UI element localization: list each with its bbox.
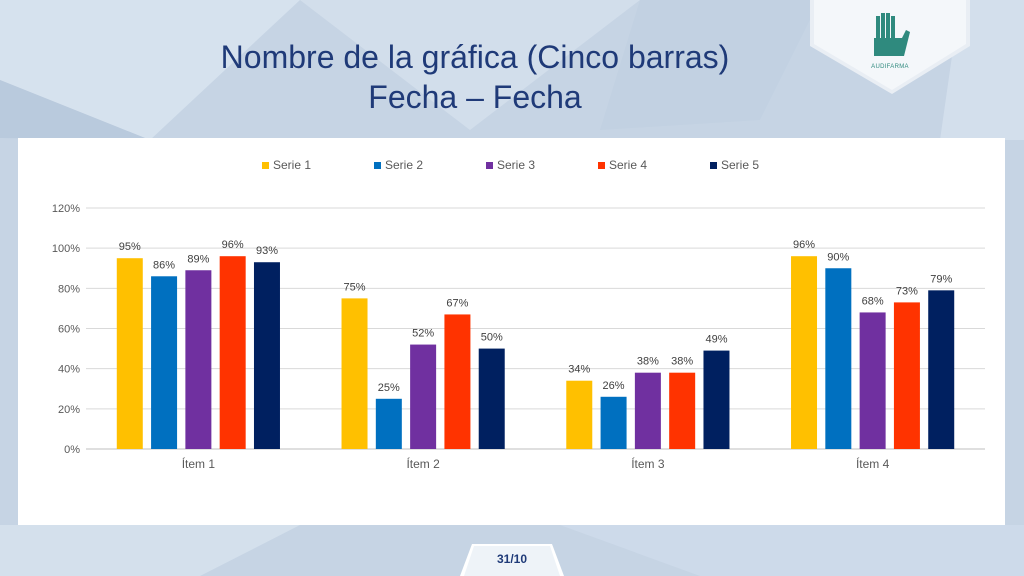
legend-label: Serie 2: [385, 158, 423, 172]
y-tick-label: 20%: [58, 404, 80, 416]
bar: [703, 350, 730, 449]
bar: [375, 398, 402, 449]
data-label: 68%: [862, 295, 884, 307]
data-label: 89%: [187, 253, 209, 265]
data-label: 49%: [705, 334, 727, 346]
bar: [791, 256, 818, 449]
slide-title: Nombre de la gráfica (Cinco barras): [220, 39, 730, 75]
legend-label: Serie 3: [497, 158, 535, 172]
bar: [253, 262, 280, 449]
bar: [634, 372, 661, 449]
legend-label: Serie 4: [609, 158, 647, 172]
data-label: 90%: [827, 251, 849, 263]
y-tick-label: 80%: [58, 283, 80, 295]
bar: [341, 298, 368, 449]
bar: [185, 270, 212, 449]
bar: [151, 276, 178, 449]
bar: [566, 380, 593, 449]
data-label: 96%: [793, 239, 815, 251]
data-label: 86%: [153, 259, 175, 271]
bar: [600, 396, 627, 449]
data-label: 73%: [896, 285, 918, 297]
x-tick-label: Ítem 1: [182, 456, 216, 471]
chart-panel: 0% 20% 40% 60% 80% 100% 120% Serie 1 Serie 2 Seri…: [18, 138, 1005, 525]
data-label: 95%: [119, 241, 141, 253]
legend-swatch: [598, 162, 605, 169]
hand-emblem-icon: [874, 13, 910, 56]
y-tick-label: 0%: [64, 444, 80, 456]
audifarma-logo: [810, 0, 970, 94]
bar: [669, 372, 696, 449]
bar: [410, 344, 437, 449]
data-label: 75%: [344, 281, 366, 293]
bar: [859, 312, 886, 449]
data-label: 52%: [412, 328, 434, 340]
bar: [219, 256, 246, 449]
bar: [478, 348, 505, 449]
y-tick-label: 40%: [58, 364, 80, 376]
y-tick-label: 100%: [52, 243, 80, 255]
page-number: 31/10: [496, 552, 528, 566]
bar: [116, 258, 143, 449]
data-label: 50%: [481, 332, 503, 344]
data-label: 93%: [256, 245, 278, 257]
legend-swatch: [710, 162, 717, 169]
data-label: 34%: [568, 364, 590, 376]
data-label: 25%: [378, 382, 400, 394]
page-number-tab: [460, 544, 564, 576]
legend-swatch: [262, 162, 269, 169]
data-label: 79%: [930, 273, 952, 285]
legend-label: Serie 5: [721, 158, 759, 172]
y-tick-label: 120%: [52, 203, 80, 215]
x-tick-label: Ítem 3: [631, 456, 665, 471]
data-label: 26%: [603, 380, 625, 392]
y-tick-label: 60%: [58, 324, 80, 336]
x-tick-label: Ítem 2: [406, 456, 440, 471]
legend-swatch: [486, 162, 493, 169]
data-label: 38%: [671, 356, 693, 368]
x-tick-label: Ítem 4: [856, 456, 890, 471]
data-label: 96%: [222, 239, 244, 251]
slide-subtitle: Fecha – Fecha: [368, 79, 582, 115]
bar-chart: 0% 20% 40% 60% 80% 100% 120% Serie 1 Serie 2 Seri…: [52, 158, 985, 471]
bar: [893, 302, 920, 449]
logo-wordmark: AUDIFARMA: [871, 64, 909, 70]
bar: [444, 314, 471, 449]
data-label: 38%: [637, 356, 659, 368]
legend-swatch: [374, 162, 381, 169]
legend-label: Serie 1: [273, 158, 311, 172]
bar: [825, 268, 852, 449]
bar: [928, 290, 955, 449]
data-label: 67%: [446, 297, 468, 309]
